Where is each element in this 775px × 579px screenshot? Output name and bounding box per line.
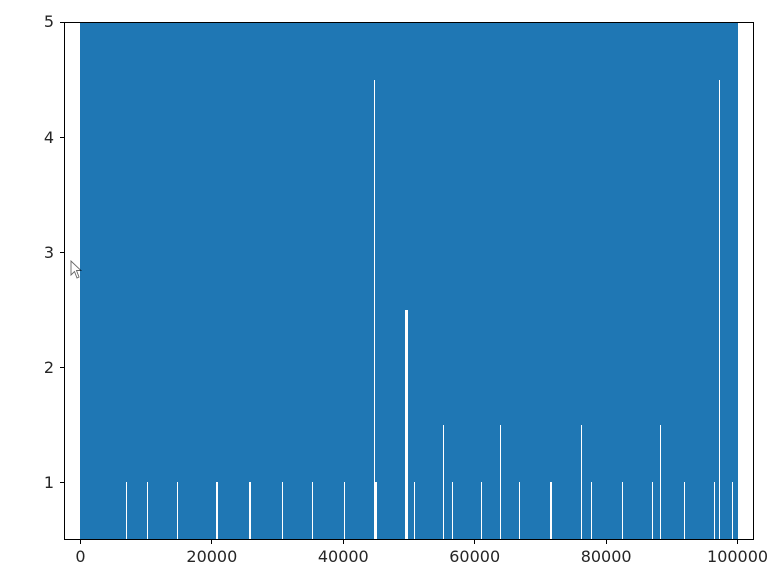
axes: 02000040000600008000010000012345 [64, 22, 754, 540]
gap [622, 482, 623, 540]
x-tick-label: 80000 [566, 547, 646, 566]
gap [581, 425, 582, 540]
x-tick-label: 0 [40, 547, 120, 566]
gap [374, 80, 375, 540]
spine-bottom [64, 539, 754, 540]
series-0-fill [80, 22, 737, 540]
x-tick-mark [606, 540, 607, 544]
x-tick-mark [474, 540, 475, 544]
x-tick-mark [737, 540, 738, 544]
gap [591, 482, 592, 540]
y-tick-mark [60, 367, 64, 368]
spine-top [64, 22, 754, 23]
gap [684, 482, 685, 540]
gap [375, 482, 376, 540]
gap [500, 425, 501, 540]
gap [344, 482, 345, 540]
gap [652, 482, 653, 540]
gap [405, 310, 407, 540]
gap [126, 482, 127, 540]
gap [481, 482, 482, 540]
gap [714, 482, 715, 540]
y-tick-mark [60, 482, 64, 483]
y-tick-mark [60, 137, 64, 138]
gap [177, 482, 178, 540]
x-tick-label: 20000 [172, 547, 252, 566]
plot-area [64, 22, 754, 540]
x-tick-mark [343, 540, 344, 544]
x-tick-mark [211, 540, 212, 544]
x-tick-label: 100000 [698, 547, 775, 566]
y-tick-mark [60, 252, 64, 253]
y-tick-label: 5 [14, 12, 54, 31]
gap [719, 80, 720, 540]
gap [519, 482, 520, 540]
gap [216, 482, 217, 540]
gap [443, 425, 444, 540]
gap [249, 482, 250, 540]
x-tick-mark [80, 540, 81, 544]
gap [660, 425, 661, 540]
y-tick-label: 1 [14, 473, 54, 492]
figure: 0 20000 40000 60000 80000 100000 1 2 3 4 5 [0, 0, 775, 579]
y-tick-label: 3 [14, 243, 54, 262]
y-tick-mark [60, 22, 64, 23]
spine-right [753, 22, 754, 540]
gap [550, 482, 551, 540]
gap [312, 482, 313, 540]
gap [452, 482, 453, 540]
gap [147, 482, 148, 540]
gap [732, 482, 733, 540]
y-tick-label: 2 [14, 358, 54, 377]
x-tick-label: 60000 [435, 547, 515, 566]
y-tick-label: 4 [14, 128, 54, 147]
spine-left [64, 22, 65, 540]
gap [282, 482, 283, 540]
x-tick-label: 40000 [303, 547, 383, 566]
gap [414, 482, 415, 540]
